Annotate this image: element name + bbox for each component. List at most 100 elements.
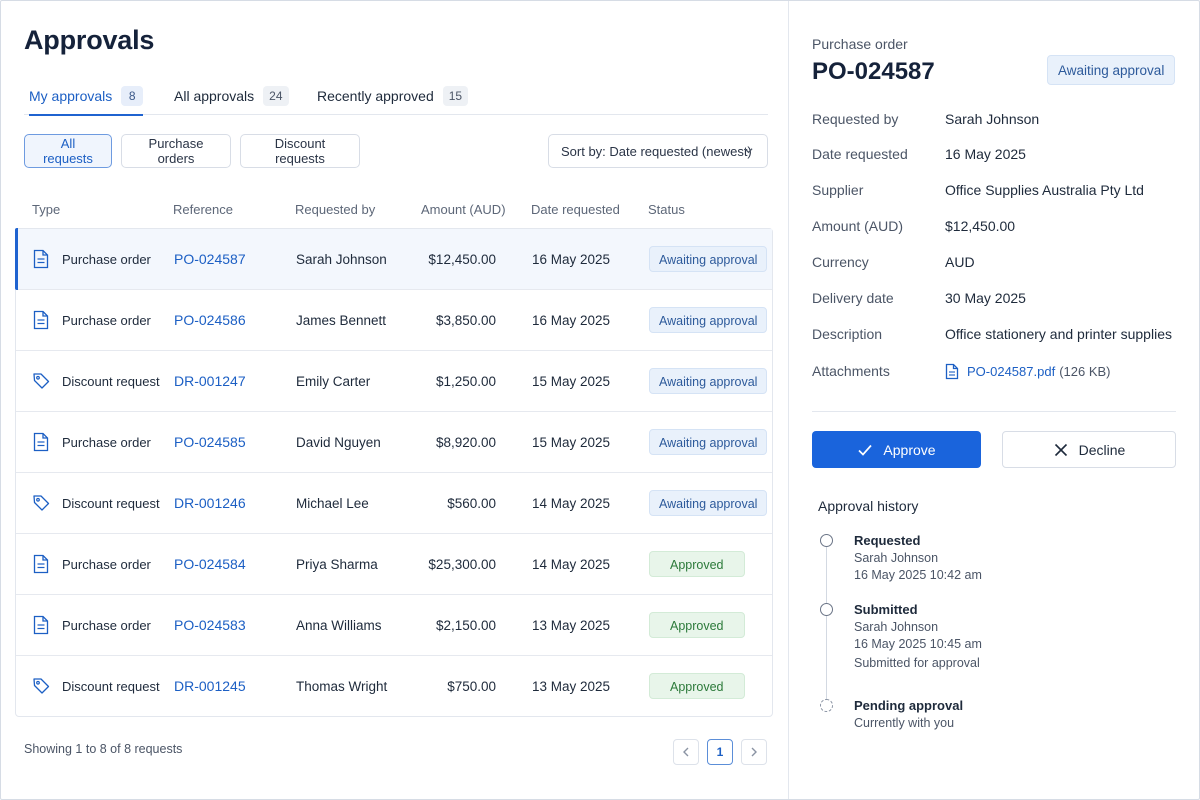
sort-label: Sort by: Date requested (newest) <box>561 143 752 159</box>
column-header-date-requested: Date requested <box>531 202 620 217</box>
detail-label: Delivery date <box>812 290 894 306</box>
tab-label: All approvals <box>174 88 255 104</box>
detail-label: Supplier <box>812 182 864 198</box>
table-row[interactable]: Purchase order PO-024584 Priya Sharma $25,3… <box>16 534 772 595</box>
tag-icon <box>33 373 50 389</box>
decline-button[interactable]: Decline <box>1002 431 1176 468</box>
row-amount: $2,150.00 <box>435 617 496 633</box>
document-icon <box>33 432 49 452</box>
decline-label: Decline <box>1078 441 1126 458</box>
table-header: Type Reference Requested by Amount (AUD)… <box>15 191 773 229</box>
status-badge: Awaiting approval <box>649 490 768 516</box>
approvals-list-pane: Approvals My approvals 8 All approvals 2… <box>1 1 789 799</box>
prev-page-button[interactable] <box>673 739 699 765</box>
detail-value: Sarah Johnson <box>945 111 1040 127</box>
attachment-link[interactable]: PO-024587.pdf <box>967 364 1056 379</box>
detail-kicker: Purchase order <box>812 36 908 52</box>
timeline-step-detail: Sarah Johnson <box>854 551 939 565</box>
filter-all-requests[interactable]: All requests <box>24 134 112 168</box>
status-badge: Awaiting approval <box>649 307 768 333</box>
chevron-down-icon <box>744 148 753 154</box>
table-row[interactable]: Purchase order PO-024586 James Bennett $3,8… <box>16 290 772 351</box>
column-header-reference: Reference <box>173 202 233 217</box>
approve-button[interactable]: Approve <box>812 431 981 468</box>
chevron-right-icon <box>751 747 757 757</box>
row-status: Awaiting approval <box>649 351 768 411</box>
row-reference-link[interactable]: PO-024584 <box>174 556 246 572</box>
row-reference-link[interactable]: PO-024587 <box>174 251 246 267</box>
row-requested-by: Michael Lee <box>296 495 369 511</box>
table-row[interactable]: Discount request DR-001246 Michael Lee $560… <box>16 473 772 534</box>
table-row[interactable]: Purchase order PO-024583 Anna Williams $2,1… <box>16 595 772 656</box>
tab-count-badge: 15 <box>442 86 469 106</box>
row-requested-by: Sarah Johnson <box>296 251 387 267</box>
pagination-summary: Showing 1 to 8 of 8 requests <box>24 742 183 756</box>
detail-panel: Purchase order PO-024587 Awaiting approv… <box>789 1 1199 799</box>
row-type: Purchase order <box>62 312 151 328</box>
row-status: Approved <box>649 656 745 716</box>
status-badge: Approved <box>649 612 745 638</box>
next-page-button[interactable] <box>741 739 767 765</box>
row-status: Awaiting approval <box>649 473 768 533</box>
table-row[interactable]: Purchase order PO-024585 David Nguyen $8,92… <box>16 412 772 473</box>
document-icon <box>33 554 49 574</box>
timeline-step-detail: Currently with you <box>854 716 955 730</box>
column-header-amount: Amount (AUD) <box>421 202 506 217</box>
detail-label: Attachments <box>812 363 890 379</box>
tab-my-approvals[interactable]: My approvals 8 <box>29 77 144 116</box>
page-1-button[interactable]: 1 <box>707 739 733 765</box>
row-requested-by: David Nguyen <box>296 434 381 450</box>
sort-dropdown[interactable]: Sort by: Date requested (newest) <box>548 134 768 168</box>
row-reference-link[interactable]: DR-001247 <box>174 373 246 389</box>
row-type: Purchase order <box>62 251 151 267</box>
table-row[interactable]: Purchase order PO-024587 Sarah Johnson $12,… <box>15 228 772 290</box>
row-reference-link[interactable]: PO-024583 <box>174 617 246 633</box>
row-type: Purchase order <box>62 556 151 572</box>
attachment: PO-024587.pdf (126 KB) <box>945 363 1111 380</box>
approval-history-title: Approval history <box>818 498 919 514</box>
row-requested-by: James Bennett <box>296 312 387 328</box>
tab-all-approvals[interactable]: All approvals 24 <box>174 77 289 115</box>
table-row[interactable]: Discount request DR-001245 Thomas Wright $7… <box>16 656 772 717</box>
table-row[interactable]: Discount request DR-001247 Emily Carter $1,… <box>16 351 772 412</box>
pane-divider <box>788 1 789 799</box>
timeline-step: Submitted Sarah Johnson 16 May 2025 10:45 … <box>854 602 982 670</box>
filter-purchase-orders[interactable]: Purchase orders <box>121 134 231 168</box>
row-date: 15 May 2025 <box>532 373 611 389</box>
timeline-step-detail: 16 May 2025 10:45 am <box>854 637 982 651</box>
attachment-size: (126 KB) <box>1059 364 1111 379</box>
row-type: Purchase order <box>62 434 151 450</box>
row-date: 16 May 2025 <box>532 251 611 267</box>
timeline-step-title: Pending approval <box>854 698 964 713</box>
completed-step-icon <box>820 534 833 547</box>
row-requested-by: Anna Williams <box>296 617 382 633</box>
status-badge: Awaiting approval <box>649 368 768 394</box>
row-type: Discount request <box>62 495 160 511</box>
detail-status-badge: Awaiting approval <box>1047 55 1176 85</box>
timeline-step-detail: Sarah Johnson <box>854 620 939 634</box>
row-type: Purchase order <box>62 617 151 633</box>
row-reference-link[interactable]: PO-024585 <box>174 434 246 450</box>
timeline-step-title: Requested <box>854 533 921 548</box>
filter-discount-requests[interactable]: Discount requests <box>240 134 360 168</box>
tab-recently-approved[interactable]: Recently approved 15 <box>317 77 469 115</box>
detail-title: PO-024587 <box>812 58 935 85</box>
page-title: Approvals <box>24 25 155 55</box>
row-reference-link[interactable]: DR-001246 <box>174 495 246 511</box>
detail-label: Amount (AUD) <box>812 218 904 234</box>
timeline-step: Pending approval Currently with you <box>854 698 963 730</box>
tab-label: Recently approved <box>317 88 434 104</box>
row-date: 13 May 2025 <box>532 678 611 694</box>
tab-count-badge: 24 <box>263 86 289 106</box>
tag-icon <box>33 678 50 694</box>
row-date: 13 May 2025 <box>532 617 611 633</box>
row-amount: $8,920.00 <box>435 434 496 450</box>
row-amount: $3,850.00 <box>435 312 496 328</box>
timeline-line <box>826 547 827 699</box>
completed-step-icon <box>820 603 833 616</box>
approve-label: Approve <box>883 441 936 458</box>
row-reference-link[interactable]: DR-001245 <box>174 678 246 694</box>
row-status: Awaiting approval <box>649 412 768 472</box>
status-badge: Approved <box>649 673 745 699</box>
row-reference-link[interactable]: PO-024586 <box>174 312 246 328</box>
